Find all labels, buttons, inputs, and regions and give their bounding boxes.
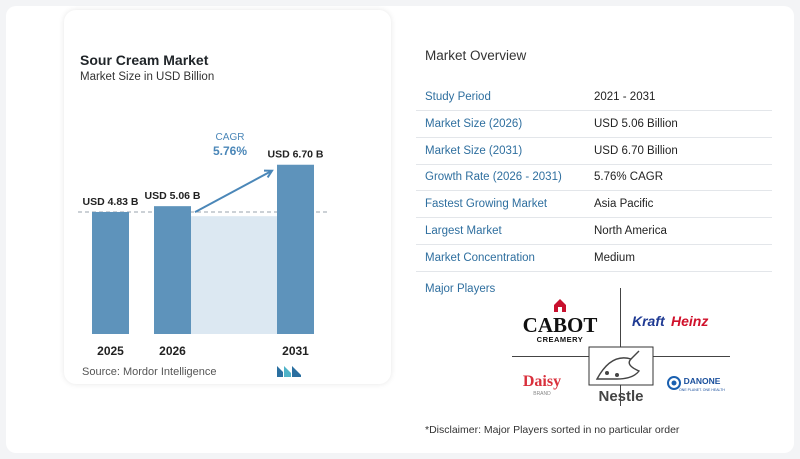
overview-row: Study Period 2021 - 2031 [416,84,772,111]
overview-row: Largest Market North America [416,218,772,245]
major-players-title: Major Players [425,283,496,295]
cabot-logo: CABOT CREAMERY [523,299,598,344]
overview-key: Largest Market [425,225,502,237]
nestle-logo: Nestle [588,346,654,405]
bar-value-label: USD 6.70 B [267,149,323,161]
overview-row: Market Concentration Medium [416,245,772,272]
daisy-logo-subtext: BRAND [533,391,551,397]
svg-text:Kraft: Kraft [632,313,666,329]
overview-title: Market Overview [425,48,527,63]
overview-key: Study Period [425,91,491,103]
overview-key: Growth Rate (2026 - 2031) [425,171,562,183]
daisy-logo-text: Daisy [523,373,561,390]
disclaimer: *Disclaimer: Major Players sorted in no … [425,424,680,436]
overview-value: Asia Pacific [594,198,654,210]
overview-key: Market Concentration [425,252,535,264]
bar [92,211,129,334]
source-note: Source: Mordor Intelligence [82,366,217,378]
projection-area [191,216,277,334]
overview-row: Fastest Growing Market Asia Pacific [416,191,772,218]
overview-value: 5.76% CAGR [594,171,664,183]
overview-value: North America [594,225,667,237]
cagr-label: CAGR [216,132,245,143]
chart-subtitle: Market Size in USD Billion [80,71,215,83]
overview-row: Market Size (2026) USD 5.06 Billion [416,111,772,138]
overview-row: Market Size (2031) USD 6.70 Billion [416,138,772,165]
cabot-logo-text: CABOT [523,313,598,337]
bar-value-label: USD 4.83 B [82,196,138,208]
overview-value: USD 5.06 Billion [594,118,678,130]
bar-chart: USD 4.83 B 2025 USD 5.06 B 2026 USD 6.70 B 20… [78,132,328,358]
bar [277,164,314,334]
danone-logo: DANONE ONE PLANET. ONE HEALTH [667,376,725,392]
svg-text:Heinz: Heinz [671,313,708,329]
x-tick-label: 2025 [97,344,124,358]
overview-key: Market Size (2026) [425,118,523,130]
overview-value: USD 6.70 Billion [594,145,678,157]
cabot-logo-subtext: CREAMERY [537,335,584,344]
chart-title: Sour Cream Market [80,52,209,68]
mordor-intelligence-logo-icon [277,366,301,377]
overview-value: 2021 - 2031 [594,91,656,103]
kraftheinz-logo: Kraft Heinz [632,313,708,329]
overview-row: Growth Rate (2026 - 2031) 5.76% CAGR [416,164,772,191]
bar-value-label: USD 5.06 B [144,190,200,202]
cagr-value: 5.76% [213,144,247,158]
overview-key: Fastest Growing Market [425,198,548,210]
x-tick-label: 2026 [159,344,186,358]
danone-logo-text: DANONE [684,376,721,386]
danone-logo-subtext: ONE PLANET. ONE HEALTH [679,388,725,392]
overview-key: Market Size (2031) [425,145,523,157]
nestle-logo-text: Nestle [598,388,643,405]
bar [154,206,191,334]
x-tick-label: 2031 [282,344,309,358]
cagr-arrow-head [263,169,274,178]
overview-value: Medium [594,252,635,264]
cagr-arrow [194,169,273,214]
daisy-logo: Daisy BRAND [523,373,561,397]
